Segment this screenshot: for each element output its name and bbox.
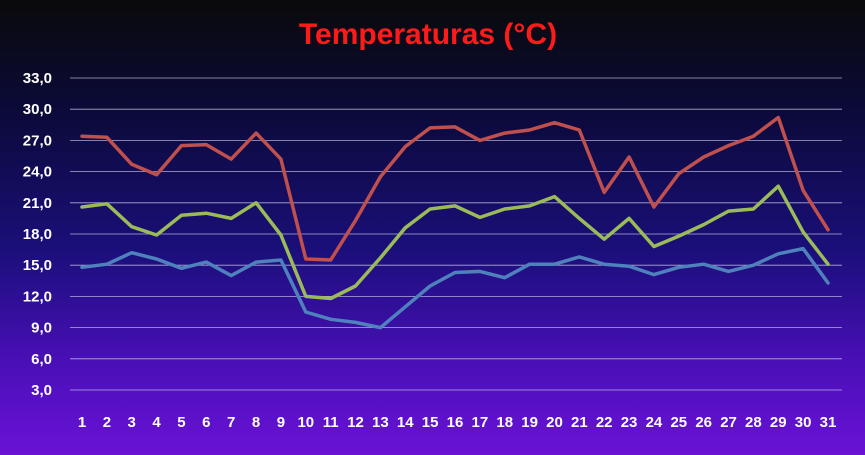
x-tick-label: 29 <box>770 414 787 431</box>
x-tick-label: 27 <box>720 414 737 431</box>
series-lines <box>80 115 830 330</box>
x-tick-label: 25 <box>670 414 687 431</box>
chart-title: Temperaturas (°C) <box>299 18 557 51</box>
y-tick-label: 3,0 <box>31 382 52 399</box>
x-tick-label: 2 <box>103 414 111 431</box>
x-axis-ticks: 1 2 3 4 5 6 7 8 9 10 11 12 13 14 15 16 17 18 19 20 21 22 23 24 2… <box>78 414 837 431</box>
x-tick-label: 24 <box>646 414 663 431</box>
y-tick-label: 24,0 <box>23 164 52 181</box>
x-tick-label: 4 <box>152 414 161 431</box>
x-tick-label: 12 <box>347 414 364 431</box>
y-axis-ticks: 3,0 6,0 9,0 12,0 15,0 18,0 21,0 24,0 27,0 30,0 33,… <box>23 70 52 399</box>
x-tick-label: 5 <box>177 414 185 431</box>
x-tick-label: 16 <box>447 414 464 431</box>
y-tick-label: 9,0 <box>31 320 52 337</box>
x-tick-label: 23 <box>621 414 638 431</box>
x-tick-label: 22 <box>596 414 613 431</box>
x-tick-label: 9 <box>277 414 285 431</box>
x-tick-label: 19 <box>521 414 538 431</box>
y-tick-label: 30,0 <box>23 101 52 118</box>
x-tick-label: 8 <box>252 414 260 431</box>
y-tick-label: 21,0 <box>23 195 52 212</box>
x-tick-label: 18 <box>496 414 513 431</box>
series-line-1 <box>80 115 830 262</box>
x-tick-label: 31 <box>820 414 837 431</box>
y-tick-label: 33,0 <box>23 70 52 87</box>
x-tick-label: 20 <box>546 414 563 431</box>
x-tick-label: 14 <box>397 414 414 431</box>
x-tick-label: 11 <box>323 414 339 431</box>
y-tick-label: 12,0 <box>23 288 52 305</box>
y-tick-label: 15,0 <box>23 257 52 274</box>
x-tick-label: 7 <box>227 414 235 431</box>
series-line-2 <box>80 184 830 301</box>
x-tick-label: 17 <box>472 414 489 431</box>
y-tick-label: 6,0 <box>31 351 52 368</box>
x-tick-label: 3 <box>128 414 136 431</box>
x-tick-label: 13 <box>372 414 389 431</box>
x-tick-label: 10 <box>297 414 314 431</box>
x-tick-label: 21 <box>571 414 588 431</box>
grid-lines <box>70 77 842 391</box>
x-tick-label: 15 <box>422 414 439 431</box>
y-tick-label: 27,0 <box>23 132 52 149</box>
x-tick-label: 28 <box>745 414 762 431</box>
series-line-3 <box>80 246 830 330</box>
x-tick-label: 30 <box>795 414 812 431</box>
x-tick-label: 1 <box>78 414 86 431</box>
x-tick-label: 26 <box>695 414 712 431</box>
x-tick-label: 6 <box>202 414 210 431</box>
y-tick-label: 18,0 <box>23 226 52 243</box>
